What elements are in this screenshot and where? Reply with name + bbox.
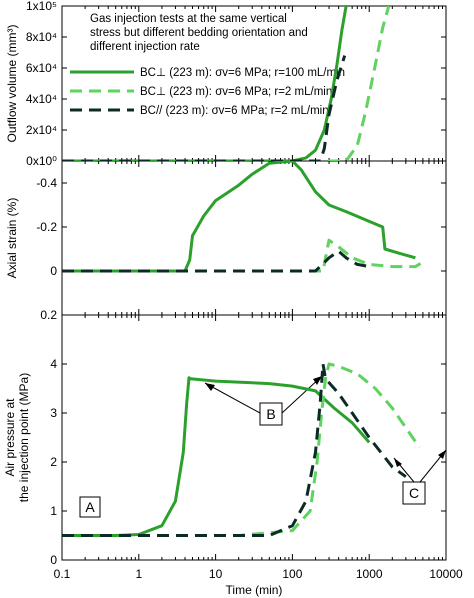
series-line-2 — [62, 238, 424, 273]
y-axis-label: Outflow volume (mm³) — [5, 24, 19, 142]
y-tick-label: 1x10⁵ — [26, 0, 57, 13]
x-tick-label: 0.1 — [54, 567, 71, 581]
y-axis-label: Air pressure at — [3, 398, 17, 477]
note-line-2: stress but different bedding orientation… — [90, 27, 308, 39]
annotation-c-label: C — [409, 485, 419, 501]
annotation-a-label: A — [85, 499, 95, 515]
legend-label-2: BC⊥ (223 m): σv=6 MPa; r=2 mL/min — [140, 86, 332, 98]
y-tick-label: 0.2 — [40, 308, 57, 322]
series-line-3 — [62, 362, 407, 537]
series-line-3 — [62, 55, 347, 161]
y-tick-label: 0 — [50, 264, 57, 278]
legend-label-1: BC⊥ (223 m): σv=6 MPa; r=100 mL/min — [140, 67, 345, 79]
y-tick-label: 1 — [50, 504, 57, 518]
legend: BC⊥ (223 m): σv=6 MPa; r=100 mL/min BC⊥ … — [70, 67, 345, 117]
annotation-c: C — [393, 449, 447, 505]
y-tick-label: 8x10⁴ — [26, 30, 57, 44]
series-line-1 — [62, 161, 416, 273]
y-tick-label: 2 — [50, 455, 57, 469]
y-tick-label: 4x10⁴ — [26, 92, 57, 106]
x-tick-label: 1 — [135, 567, 142, 581]
x-tick-label: 100 — [282, 567, 302, 581]
arrow-b-left — [204, 382, 261, 414]
y-axis-label: the injection point (MPa) — [17, 373, 31, 502]
y-tick-label: -0.2 — [36, 220, 57, 234]
y-tick-label: -0.4 — [36, 176, 57, 190]
annotation-a: A — [79, 496, 101, 518]
y-tick-label: 4 — [50, 357, 57, 371]
x-tick-label: 1000 — [356, 567, 383, 581]
y-axis-label: Axial strain (%) — [5, 198, 19, 279]
series-line-2 — [62, 362, 421, 537]
annotation-b-label: B — [266, 406, 275, 422]
note-line-3: different injection rate — [90, 41, 200, 53]
chart-marks: 0x10⁰ 2x10⁴ 4x10⁴ 6x10⁴ 8x10⁴ 1x10⁵ Outflow vo… — [3, 0, 463, 597]
x-axis-label: Time (min) — [226, 583, 283, 597]
annotation-b: B — [204, 375, 323, 426]
series-line-1 — [62, 376, 371, 537]
y-tick-label: 0x10⁰ — [26, 154, 57, 168]
note-line-1: Gas injection tests at the same vertical — [90, 13, 287, 25]
y-tick-label: 0 — [50, 553, 57, 567]
y-tick-label: 6x10⁴ — [26, 61, 57, 75]
panel-strain-frame — [61, 160, 447, 316]
legend-label-3: BC// (223 m): σv=6 MPa; r=2 mL/min — [140, 105, 329, 117]
x-tick-label: 10000 — [429, 567, 463, 581]
panel-pressure-frame — [61, 314, 447, 561]
series-line-2 — [62, 6, 391, 161]
y-tick-label: 2x10⁴ — [26, 123, 57, 137]
series-line-3 — [62, 249, 370, 273]
y-tick-label: 3 — [50, 406, 57, 420]
x-tick-label: 10 — [209, 567, 223, 581]
